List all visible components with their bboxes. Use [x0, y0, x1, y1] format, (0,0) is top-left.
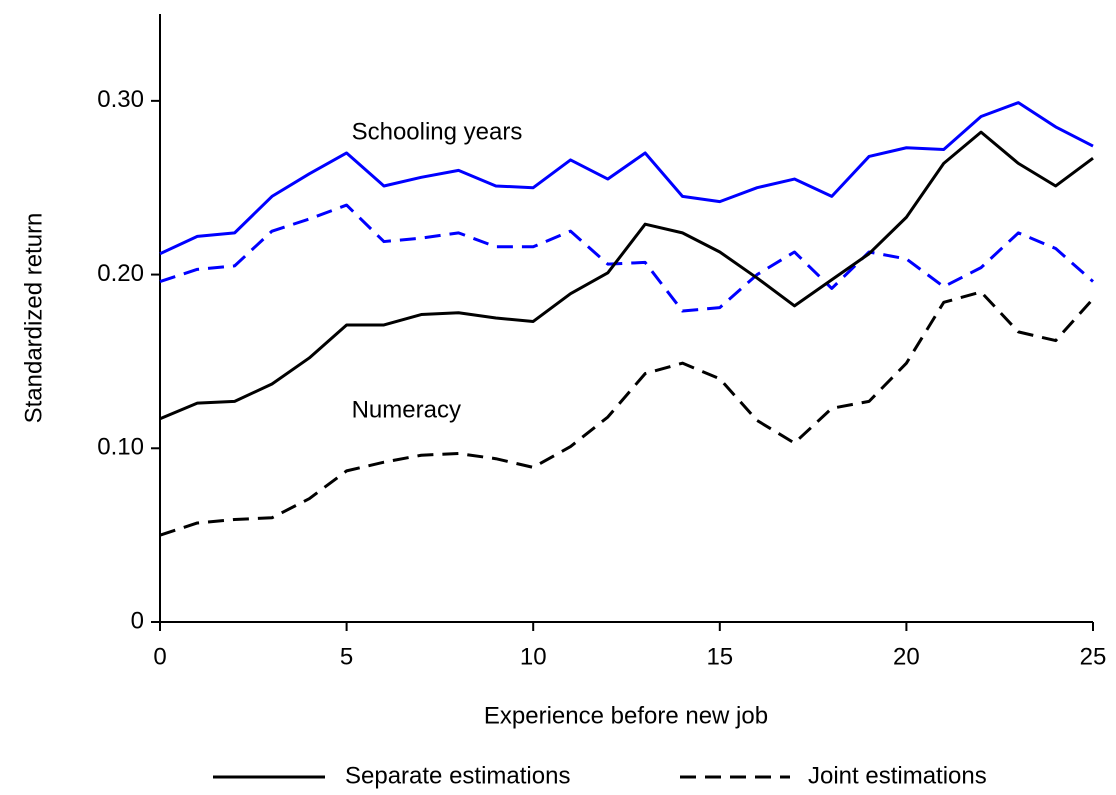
y-tick-label: 0: [131, 607, 144, 634]
series-annotation: Numeracy: [352, 396, 461, 423]
separate-line: [159, 130, 1094, 421]
joint-line: [159, 290, 1095, 537]
x-axis-label: Experience before new job: [484, 702, 768, 729]
x-tick-label: 5: [340, 643, 353, 670]
x-tick-label: 0: [153, 643, 166, 670]
separate-line: [159, 101, 1094, 256]
y-tick-label: 0.10: [97, 434, 144, 461]
y-axis-label: Standardized return: [20, 213, 47, 424]
legend-label: Separate estimations: [345, 762, 570, 789]
series-annotation: Schooling years: [352, 118, 523, 145]
x-tick-label: 20: [893, 643, 920, 670]
x-tick-label: 10: [520, 643, 547, 670]
y-tick-label: 0.30: [97, 86, 144, 113]
x-tick-label: 25: [1080, 643, 1107, 670]
legend-label: Joint estimations: [808, 762, 987, 789]
joint-line: [159, 203, 1094, 313]
y-tick-label: 0.20: [97, 260, 144, 287]
x-tick-label: 15: [706, 643, 733, 670]
